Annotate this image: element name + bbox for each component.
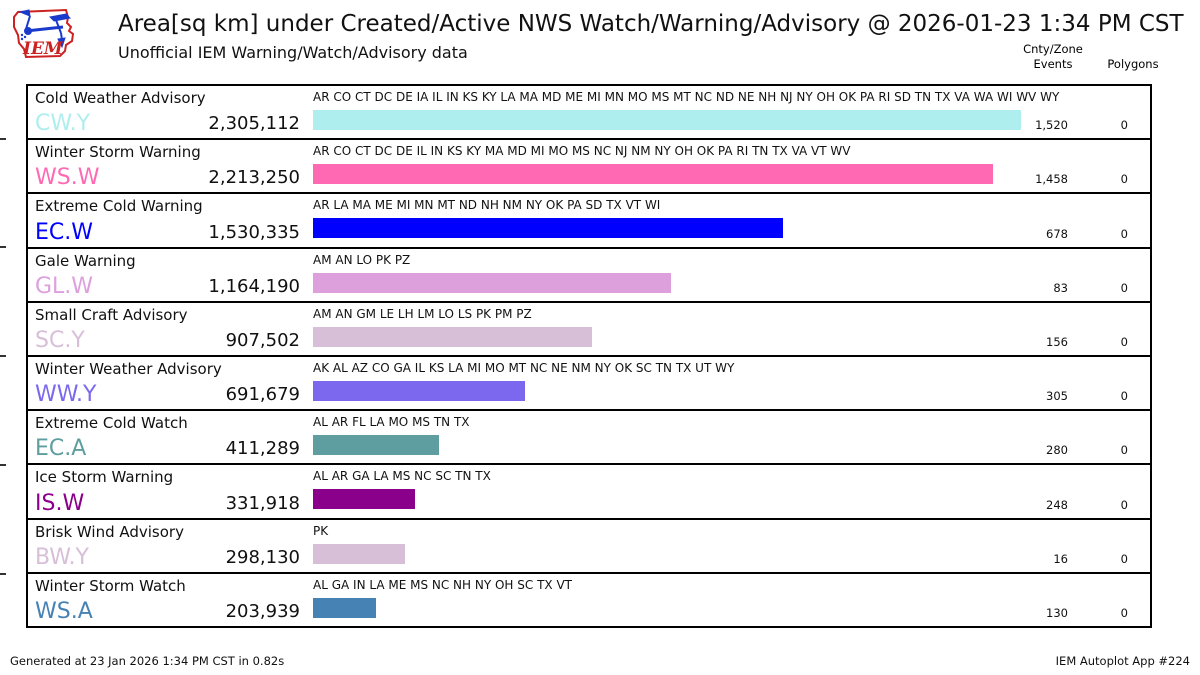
- row-area-value: 331,918: [225, 492, 300, 514]
- row-area-value: 907,502: [225, 330, 300, 352]
- row-states-list: AL GA IN LA ME MS NC NH NY OH SC TX VT: [313, 577, 572, 592]
- row-vtec-code: SC.Y: [35, 328, 85, 354]
- row-phenomena-label: Extreme Cold Watch: [35, 414, 188, 433]
- axis-tick: [0, 138, 6, 140]
- wwa-row: Winter Storm Warning WS.W 2,213,250 AR C…: [28, 140, 1150, 195]
- row-vtec-code: IS.W: [35, 490, 85, 516]
- row-polygons-count: 0: [1120, 226, 1128, 241]
- wwa-row: Winter Storm Watch WS.A 203,939 AL GA IN…: [28, 574, 1150, 626]
- row-phenomena-label: Brisk Wind Advisory: [35, 522, 184, 541]
- wwa-table: Cold Weather Advisory CW.Y 2,305,112 AR …: [26, 84, 1152, 628]
- row-area-bar: [313, 543, 405, 564]
- row-polygons-count: 0: [1120, 280, 1128, 295]
- row-states-list: AK AL AZ CO GA IL KS LA MI MO MT NC NE N…: [313, 361, 735, 376]
- row-events-count: 83: [1053, 280, 1068, 295]
- wwa-row: Cold Weather Advisory CW.Y 2,305,112 AR …: [28, 86, 1150, 141]
- row-states-list: AR LA MA ME MI MN MT ND NH NM NY OK PA S…: [313, 198, 661, 213]
- row-vtec-code: GL.W: [35, 273, 94, 299]
- row-phenomena-label: Winter Storm Watch: [35, 576, 186, 595]
- row-area-value: 411,289: [225, 438, 300, 460]
- generated-timestamp: Generated at 23 Jan 2026 1:34 PM CST in …: [10, 654, 285, 668]
- row-area-value: 2,305,112: [208, 113, 300, 135]
- row-events-count: 1,520: [1035, 118, 1068, 133]
- row-events-count: 305: [1046, 389, 1068, 404]
- row-events-count: 130: [1046, 606, 1068, 621]
- row-events-count: 1,458: [1035, 172, 1068, 187]
- row-phenomena-label: Gale Warning: [35, 251, 136, 270]
- column-header-events-line2: Events: [1033, 57, 1073, 71]
- row-polygons-count: 0: [1120, 335, 1128, 350]
- row-area-bar: [313, 489, 415, 510]
- wwa-row: Winter Weather Advisory WW.Y 691,679 AK …: [28, 357, 1150, 412]
- row-area-bar: [313, 435, 439, 456]
- wwa-row: Ice Storm Warning IS.W 331,918 AL AR GA …: [28, 465, 1150, 520]
- row-area-value: 691,679: [225, 384, 300, 406]
- row-states-list: AL AR FL LA MO MS TN TX: [313, 415, 470, 430]
- row-area-bar: [313, 272, 671, 293]
- column-header-events: Cnty/Zone Events: [1013, 42, 1093, 72]
- row-area-bar: [313, 110, 1021, 130]
- row-states-list: AR CO CT DC DE IA IL IN KS KY LA MA MD M…: [313, 90, 1060, 104]
- row-vtec-code: WW.Y: [35, 382, 97, 408]
- row-polygons-count: 0: [1120, 551, 1128, 566]
- row-phenomena-label: Extreme Cold Warning: [35, 197, 203, 216]
- row-phenomena-label: Cold Weather Advisory: [35, 89, 206, 107]
- row-area-bar: [313, 381, 525, 402]
- row-vtec-code: CW.Y: [35, 111, 91, 137]
- row-states-list: PK: [313, 523, 329, 538]
- row-states-list: AM AN GM LE LH LM LO LS PK PM PZ: [313, 306, 532, 321]
- row-polygons-count: 0: [1120, 497, 1128, 512]
- row-area-value: 1,164,190: [208, 275, 300, 297]
- axis-tick: [0, 246, 6, 248]
- row-vtec-code: EC.W: [35, 219, 94, 245]
- row-states-list: AR CO CT DC DE IL IN KS KY MA MD MI MO M…: [313, 144, 851, 159]
- row-events-count: 16: [1053, 551, 1068, 566]
- row-events-count: 280: [1046, 443, 1068, 458]
- row-polygons-count: 0: [1120, 389, 1128, 404]
- wwa-row: Brisk Wind Advisory BW.Y 298,130 PK 16 0: [28, 520, 1150, 574]
- wwa-row: Extreme Cold Watch EC.A 411,289 AL AR FL…: [28, 411, 1150, 466]
- axis-tick: [0, 355, 6, 357]
- wwa-row: Extreme Cold Warning EC.W 1,530,335 AR L…: [28, 194, 1150, 249]
- iem-logo-text: IEM: [22, 39, 64, 59]
- row-polygons-count: 0: [1120, 606, 1128, 621]
- row-area-value: 1,530,335: [208, 221, 300, 243]
- wwa-row: Small Craft Advisory SC.Y 907,502 AM AN …: [28, 303, 1150, 358]
- app-credit: IEM Autoplot App #224: [1055, 654, 1190, 668]
- axis-tick: [0, 464, 6, 466]
- row-phenomena-label: Winter Weather Advisory: [35, 360, 222, 379]
- row-area-bar: [313, 326, 592, 347]
- row-area-bar: [313, 218, 783, 239]
- row-states-list: AM AN LO PK PZ: [313, 252, 411, 267]
- row-phenomena-label: Ice Storm Warning: [35, 468, 174, 487]
- row-states-list: AL AR GA LA MS NC SC TN TX: [313, 469, 491, 484]
- row-area-value: 2,213,250: [208, 167, 300, 189]
- row-vtec-code: WS.A: [35, 599, 93, 625]
- page-title: Area[sq km] under Created/Active NWS Wat…: [118, 11, 1184, 37]
- column-header-events-line1: Cnty/Zone: [1023, 42, 1083, 56]
- row-area-bar: [313, 164, 993, 185]
- row-polygons-count: 0: [1120, 172, 1128, 187]
- wwa-row: Gale Warning GL.W 1,164,190 AM AN LO PK …: [28, 249, 1150, 303]
- row-area-value: 298,130: [225, 546, 300, 568]
- row-events-count: 678: [1046, 226, 1068, 241]
- row-phenomena-label: Small Craft Advisory: [35, 305, 188, 324]
- row-events-count: 248: [1046, 497, 1068, 512]
- column-header-polygons: Polygons: [1107, 57, 1159, 71]
- page-subtitle: Unofficial IEM Warning/Watch/Advisory da…: [118, 43, 468, 62]
- iem-logo: IEM: [6, 3, 80, 65]
- row-vtec-code: BW.Y: [35, 544, 89, 570]
- row-vtec-code: WS.W: [35, 165, 100, 191]
- weathervane-icon: [18, 9, 72, 49]
- row-area-value: 203,939: [225, 601, 300, 623]
- row-phenomena-label: Winter Storm Warning: [35, 143, 201, 162]
- row-events-count: 156: [1046, 335, 1068, 350]
- iem-logo-graphic: IEM: [13, 8, 75, 59]
- row-vtec-code: EC.A: [35, 436, 87, 462]
- axis-tick: [0, 573, 6, 575]
- row-polygons-count: 0: [1120, 118, 1128, 133]
- row-polygons-count: 0: [1120, 443, 1128, 458]
- row-area-bar: [313, 597, 376, 618]
